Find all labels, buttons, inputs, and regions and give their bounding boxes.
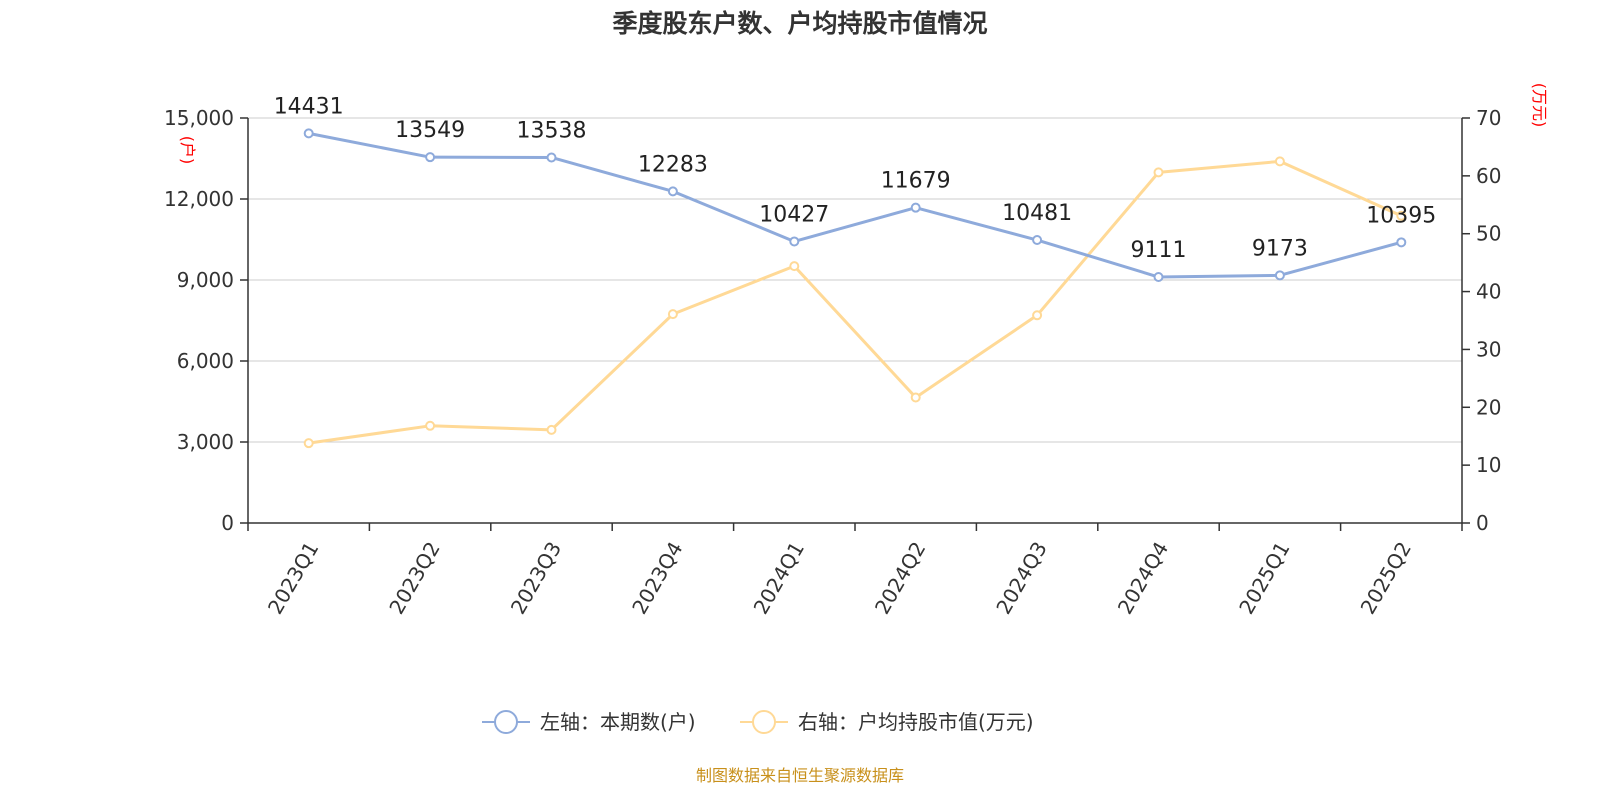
data-point-left	[546, 152, 557, 163]
right-axis-tick-label: 60	[1476, 164, 1501, 188]
right-axis-tick-label: 0	[1476, 511, 1489, 535]
data-point-right	[1153, 167, 1164, 178]
data-labels: 14431 13549 13538 12283 10427 11679 10481 9111 9…	[274, 94, 1437, 263]
x-axis-tick-label: 2023Q4	[627, 538, 687, 619]
left-axis-tick-label: 15,000	[164, 106, 234, 130]
data-point-right	[1274, 156, 1285, 167]
data-label: 9173	[1252, 236, 1308, 261]
data-label: 9111	[1131, 238, 1187, 263]
legend-label: 左轴：本期数(户)	[540, 710, 696, 734]
right-axis-tick-label: 70	[1476, 106, 1501, 130]
data-label: 12283	[638, 152, 708, 177]
data-label: 13549	[395, 118, 465, 143]
right-axis-tick-label: 10	[1476, 453, 1501, 477]
right-axis-tick-label: 40	[1476, 280, 1501, 304]
data-point-left	[1396, 237, 1407, 248]
x-axis-tick-label: 2024Q4	[1113, 538, 1173, 619]
series-layer	[303, 128, 1407, 449]
data-label: 13538	[517, 118, 587, 143]
right-axis-tick-label: 30	[1476, 337, 1501, 361]
data-point-left	[425, 152, 436, 163]
series-line-right	[308, 159, 1402, 445]
x-axis-tick-label: 2024Q2	[870, 538, 930, 619]
data-label: 10427	[759, 202, 829, 227]
left-axis-tick-label: 6,000	[177, 349, 234, 373]
x-axis-tick-label: 2023Q3	[506, 538, 566, 619]
data-point-right	[1396, 210, 1407, 221]
data-point-left	[667, 186, 678, 197]
data-point-left	[910, 202, 921, 213]
data-point-left	[789, 236, 800, 247]
x-axis-tick-label: 2024Q1	[749, 538, 809, 619]
data-point-right	[789, 261, 800, 272]
data-point-right	[910, 392, 921, 403]
left-axis-unit: (户)	[178, 136, 197, 165]
data-source-note: 制图数据来自恒生聚源数据库	[696, 766, 904, 785]
data-point-right	[1032, 310, 1043, 321]
x-axis-tick-label: 2025Q2	[1356, 538, 1416, 619]
data-label: 10395	[1366, 203, 1436, 228]
data-point-right	[667, 309, 678, 320]
data-point-right	[425, 420, 436, 431]
series-line-left	[308, 131, 1402, 279]
data-point-left	[303, 128, 314, 139]
left-axis-tick-label: 9,000	[177, 268, 234, 292]
legend-marker	[752, 710, 776, 734]
right-axis-unit: (万元)	[1530, 83, 1549, 128]
legend[interactable]: 左轴：本期数(户) 右轴：户均持股市值(万元)	[482, 710, 1034, 734]
left-axis-tick-label: 3,000	[177, 430, 234, 454]
left-axis-tick-label: 12,000	[164, 187, 234, 211]
data-point-left	[1274, 270, 1285, 281]
x-axis-tick-label: 2024Q3	[991, 538, 1051, 619]
x-axis-tick-label: 2023Q1	[263, 538, 323, 619]
data-label: 10481	[1002, 201, 1072, 226]
right-axis-tick-label: 20	[1476, 395, 1501, 419]
x-axis-tick-label: 2025Q1	[1234, 538, 1294, 619]
data-point-right	[303, 438, 314, 449]
chart-title: 季度股东户数、户均持股市值情况	[612, 9, 987, 38]
legend-label: 右轴：户均持股市值(万元)	[798, 710, 1034, 734]
data-point-right	[546, 424, 557, 435]
left-axis-tick-label: 0	[221, 511, 234, 535]
data-point-left	[1153, 272, 1164, 283]
data-label: 14431	[274, 94, 344, 119]
axes: 0 3,000 6,000 9,000 12,000 15,000 0 10 20 30 40 50 6…	[164, 106, 1501, 618]
data-point-left	[1032, 235, 1043, 246]
legend-marker	[494, 710, 518, 734]
right-axis-tick-label: 50	[1476, 222, 1501, 246]
gridlines	[248, 117, 1462, 443]
data-label: 11679	[881, 169, 951, 194]
x-axis-tick-label: 2023Q2	[384, 538, 444, 619]
